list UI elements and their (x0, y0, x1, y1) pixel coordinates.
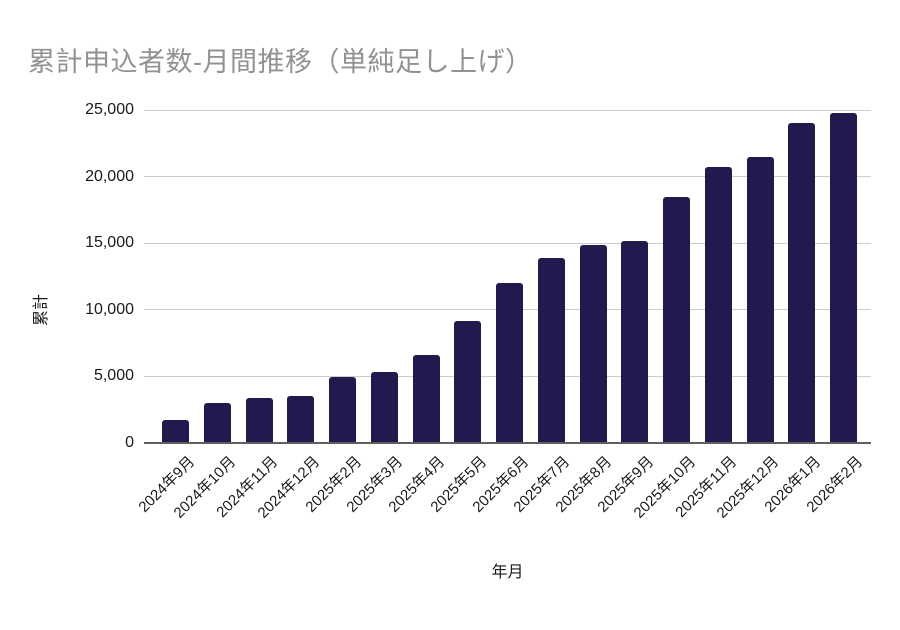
bar-2025年2月 (329, 377, 356, 443)
bar-2025年5月 (454, 321, 482, 443)
bar-2025年11月 (704, 167, 732, 443)
y-tick-label: 0 (125, 434, 134, 451)
y-tick-label: 15,000 (85, 234, 134, 252)
x-axis-line (144, 442, 871, 444)
chart-title: 累計申込者数-月間推移（単純足し上げ） (28, 47, 533, 77)
gridline (144, 109, 871, 111)
gridline (144, 176, 871, 178)
y-tick-label: 20,000 (85, 167, 134, 185)
bar-2024年9月 (162, 420, 189, 443)
x-axis-title: 年月 (491, 564, 524, 581)
bar-2024年12月 (287, 395, 315, 443)
y-tick-label: 25,000 (85, 101, 134, 118)
bar-2025年4月 (412, 355, 440, 443)
bar-2025年9月 (621, 241, 649, 443)
bar-2025年3月 (370, 371, 398, 443)
bar-2025年12月 (746, 157, 774, 443)
y-tick-label: 5,000 (93, 367, 134, 385)
gridline (144, 242, 871, 244)
y-tick-label: 10,000 (85, 300, 134, 318)
bar-2025年6月 (496, 282, 523, 443)
bar-2026年1月 (788, 123, 816, 443)
bar-2026年2月 (830, 112, 857, 443)
plot-area (144, 109, 871, 444)
bar-2025年10月 (663, 197, 690, 443)
bar-2025年8月 (579, 244, 607, 443)
bar-2025年7月 (537, 257, 565, 443)
bar-2024年11月 (245, 397, 273, 443)
bar-2024年10月 (203, 403, 231, 443)
